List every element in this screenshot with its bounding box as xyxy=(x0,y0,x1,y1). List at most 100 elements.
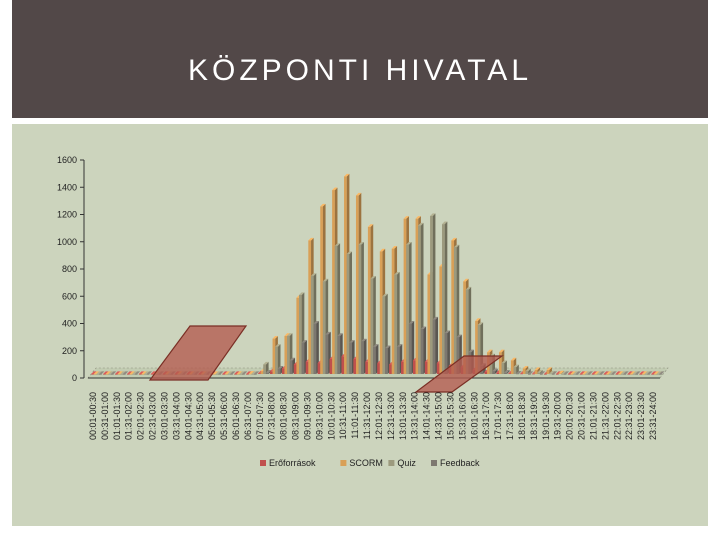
bar-front xyxy=(138,374,142,375)
bar xyxy=(596,371,603,375)
bar-front xyxy=(105,374,109,375)
bar-top xyxy=(284,333,290,336)
x-tick-label: 21:01-21:30 xyxy=(588,392,598,440)
bar-top xyxy=(453,244,460,248)
bar-top xyxy=(344,173,350,177)
bar xyxy=(587,371,593,375)
x-tick-label: 19:31-20:00 xyxy=(553,392,563,440)
bar-top xyxy=(528,371,534,374)
bar-top xyxy=(487,349,493,353)
y-tick-label: 0 xyxy=(72,373,77,383)
bar-front xyxy=(236,374,240,375)
bar xyxy=(432,316,439,374)
bar-top xyxy=(513,364,519,368)
bar-front xyxy=(401,361,404,374)
bar-top xyxy=(444,330,450,334)
bar-front xyxy=(284,335,288,374)
bar-front xyxy=(627,374,631,375)
bar-front xyxy=(358,244,362,374)
bar-front xyxy=(365,361,369,374)
bar xyxy=(579,371,586,375)
bar xyxy=(623,371,629,375)
bar-top xyxy=(611,371,617,374)
bar-front xyxy=(349,342,353,374)
bar-top xyxy=(236,371,243,374)
bar xyxy=(144,371,150,375)
bar-top xyxy=(627,371,633,374)
bar xyxy=(573,371,579,375)
bar-top xyxy=(534,367,541,370)
x-tick-label: 16:01-16:30 xyxy=(469,392,479,440)
bar-top xyxy=(394,271,400,275)
bar-side xyxy=(435,316,439,374)
bar-top xyxy=(522,365,529,369)
x-tick-label: 20:31-21:00 xyxy=(577,392,587,440)
legend-label: Quiz xyxy=(397,458,416,468)
bar-front xyxy=(498,352,502,374)
bar-top xyxy=(355,192,362,196)
legend-label: Feedback xyxy=(440,458,480,468)
bar-front xyxy=(555,374,559,375)
x-tick-label: 02:01-02:30 xyxy=(136,392,146,440)
bar-top xyxy=(567,371,574,374)
bar-front xyxy=(477,324,481,374)
bar xyxy=(635,371,641,375)
bar-front xyxy=(513,367,517,374)
bar-front xyxy=(344,176,347,374)
bar-top xyxy=(420,326,427,330)
bar-front xyxy=(439,266,443,374)
bar-top xyxy=(253,371,260,374)
bar xyxy=(132,371,138,375)
bar xyxy=(603,371,609,375)
bar-top xyxy=(525,368,531,372)
bar-top xyxy=(358,241,364,245)
bar-front xyxy=(337,335,341,374)
bar-top xyxy=(615,371,621,374)
bar xyxy=(120,371,126,375)
x-tick-label: 23:01-23:30 xyxy=(636,392,646,440)
bar-front xyxy=(436,363,440,374)
bar-front xyxy=(630,374,633,375)
bar xyxy=(239,371,245,375)
bar-front xyxy=(618,374,621,375)
bar-front xyxy=(373,346,376,374)
x-tick-label: 23:31-24:00 xyxy=(648,392,658,440)
x-tick-label: 12:01-12:30 xyxy=(374,392,384,440)
bar-top xyxy=(277,365,284,369)
bar-top xyxy=(430,213,436,216)
bar-side xyxy=(495,368,498,374)
bar-top xyxy=(146,371,153,374)
bar-top xyxy=(334,243,341,246)
bar-front xyxy=(406,244,409,374)
bar xyxy=(212,371,219,375)
header-banner: KÖZPONTI HIVATAL xyxy=(12,0,708,118)
x-tick-label: 19:01-19:30 xyxy=(541,392,551,440)
bar xyxy=(105,371,112,375)
bar-top xyxy=(563,371,570,374)
x-tick-label: 04:01-04:30 xyxy=(183,392,193,440)
bar xyxy=(115,371,121,375)
bar xyxy=(236,371,243,375)
bar-top xyxy=(432,316,439,320)
bar-top xyxy=(272,335,278,339)
bar-front xyxy=(573,374,576,375)
bar-front xyxy=(248,373,252,375)
x-tick-label: 06:01-06:30 xyxy=(231,392,241,440)
x-tick-label: 18:31-19:00 xyxy=(529,392,539,440)
bar xyxy=(150,371,157,375)
bar-front xyxy=(287,335,290,374)
y-tick-label: 800 xyxy=(62,264,77,274)
y-tick-label: 200 xyxy=(62,346,77,356)
bar-front xyxy=(91,374,94,375)
bar xyxy=(591,371,598,375)
bar-top xyxy=(659,371,665,374)
bar-side xyxy=(518,370,522,374)
bar xyxy=(632,371,638,375)
bar-front xyxy=(525,371,529,374)
bar xyxy=(146,371,153,375)
bar-top xyxy=(396,344,403,347)
bar-top xyxy=(275,344,281,347)
bar-front xyxy=(635,374,639,375)
bar-top xyxy=(132,371,138,374)
bar-front xyxy=(441,224,445,374)
